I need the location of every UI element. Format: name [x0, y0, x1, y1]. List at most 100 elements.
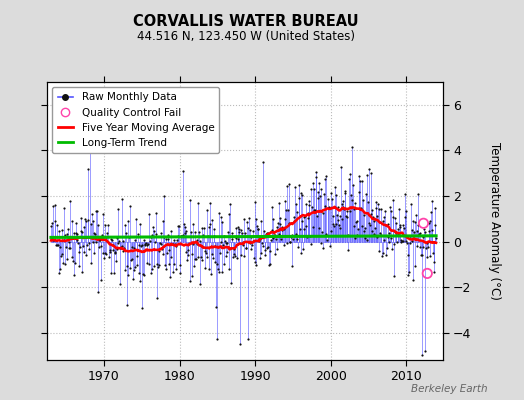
- Point: [220, 233, 228, 239]
- Point: [424, 228, 433, 234]
- Point: [96, 277, 105, 284]
- Point: [234, 236, 243, 242]
- Point: [336, 225, 344, 231]
- Point: [319, 245, 327, 251]
- Point: [316, 193, 324, 199]
- Point: [241, 230, 249, 237]
- Point: [310, 207, 318, 213]
- Point: [83, 242, 91, 248]
- Point: [224, 211, 233, 217]
- Point: [87, 221, 95, 227]
- Point: [205, 223, 213, 230]
- Point: [298, 218, 306, 224]
- Point: [142, 240, 150, 246]
- Point: [398, 222, 407, 228]
- Point: [280, 226, 288, 232]
- Point: [345, 176, 353, 182]
- Point: [205, 200, 214, 206]
- Point: [59, 260, 67, 266]
- Point: [71, 260, 79, 266]
- Point: [131, 264, 139, 270]
- Point: [260, 247, 269, 253]
- Point: [92, 208, 100, 214]
- Point: [330, 223, 338, 229]
- Point: [233, 255, 241, 261]
- Point: [231, 253, 239, 260]
- Point: [337, 201, 346, 208]
- Point: [400, 225, 408, 231]
- Point: [254, 226, 263, 232]
- Point: [281, 198, 290, 204]
- Point: [172, 266, 181, 272]
- Point: [430, 269, 439, 275]
- Point: [302, 201, 310, 208]
- Point: [115, 238, 123, 244]
- Point: [84, 246, 93, 252]
- Point: [176, 262, 184, 268]
- Point: [86, 131, 94, 138]
- Point: [198, 225, 206, 231]
- Point: [292, 230, 300, 237]
- Point: [281, 216, 289, 223]
- Point: [284, 207, 292, 214]
- Point: [211, 242, 220, 249]
- Point: [161, 266, 170, 272]
- Point: [310, 186, 319, 192]
- Point: [390, 273, 398, 279]
- Point: [314, 194, 322, 201]
- Point: [423, 254, 431, 260]
- Point: [188, 251, 196, 257]
- Point: [125, 234, 133, 240]
- Point: [130, 237, 139, 243]
- Point: [119, 238, 128, 244]
- Point: [151, 230, 160, 237]
- Point: [395, 205, 403, 212]
- Point: [238, 229, 246, 236]
- Point: [120, 245, 128, 251]
- Point: [342, 212, 350, 219]
- Point: [278, 223, 286, 230]
- Point: [285, 181, 293, 187]
- Point: [129, 244, 138, 251]
- Point: [95, 237, 103, 243]
- Point: [226, 200, 234, 207]
- Point: [233, 224, 242, 230]
- Point: [337, 164, 345, 170]
- Point: [239, 239, 247, 245]
- Point: [136, 278, 145, 284]
- Point: [335, 212, 344, 219]
- Point: [103, 238, 112, 245]
- Point: [141, 242, 150, 248]
- Point: [354, 173, 363, 179]
- Point: [217, 214, 225, 220]
- Point: [373, 234, 381, 240]
- Point: [314, 180, 323, 187]
- Point: [277, 236, 285, 242]
- Point: [107, 236, 116, 242]
- Point: [409, 276, 418, 283]
- Point: [362, 191, 370, 197]
- Point: [322, 231, 331, 237]
- Point: [67, 234, 75, 240]
- Point: [118, 248, 127, 254]
- Point: [383, 244, 391, 251]
- Point: [170, 261, 179, 268]
- Point: [169, 241, 178, 247]
- Point: [171, 241, 179, 248]
- Point: [255, 255, 264, 261]
- Point: [261, 230, 270, 237]
- Point: [242, 245, 250, 251]
- Point: [201, 248, 210, 254]
- Point: [308, 204, 316, 210]
- Point: [122, 230, 130, 236]
- Point: [112, 258, 120, 264]
- Point: [238, 242, 247, 248]
- Point: [272, 236, 280, 243]
- Point: [115, 245, 124, 251]
- Point: [270, 232, 278, 238]
- Point: [305, 198, 313, 204]
- Point: [272, 224, 281, 230]
- Point: [236, 341, 244, 347]
- Point: [162, 236, 170, 242]
- Point: [377, 232, 386, 238]
